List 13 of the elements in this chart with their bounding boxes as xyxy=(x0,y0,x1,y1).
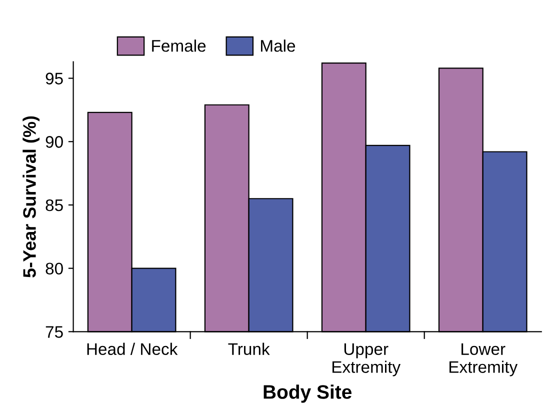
x-axis-title: Body Site xyxy=(264,384,352,403)
y-tick-label: 80 xyxy=(46,262,63,275)
x-tick-label: Head / Neck xyxy=(87,342,178,356)
y-axis-title: 5-Year Survival (%) xyxy=(22,116,40,278)
x-tick-label: Upper Extremity xyxy=(332,343,401,376)
x-tick-label: Trunk xyxy=(228,342,270,356)
y-tick-label: 85 xyxy=(46,199,63,212)
y-tick-label: 95 xyxy=(46,72,63,84)
legend-label: Female xyxy=(152,40,206,52)
y-tick-label: 90 xyxy=(46,136,63,148)
legend-label: Male xyxy=(261,40,296,52)
y-tick-label: 75 xyxy=(46,326,63,338)
x-tick-label: Lower Extremity xyxy=(450,343,518,376)
